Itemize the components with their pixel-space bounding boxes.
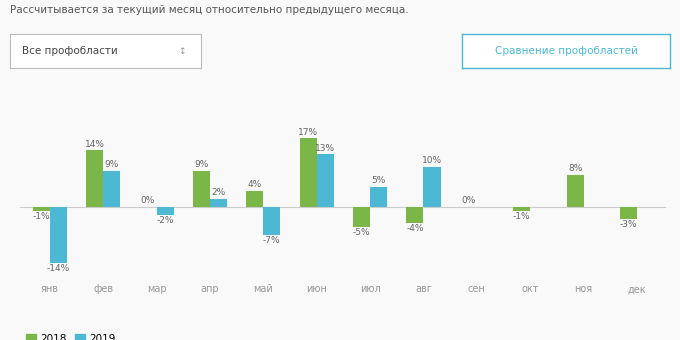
Bar: [370, 187, 387, 207]
Bar: [424, 167, 441, 207]
Text: Сравнение профобластей: Сравнение профобластей: [494, 46, 638, 56]
Text: 10%: 10%: [422, 156, 442, 165]
Text: 8%: 8%: [568, 164, 582, 173]
Text: 14%: 14%: [84, 140, 105, 149]
Text: 0%: 0%: [141, 196, 155, 205]
Text: 4%: 4%: [248, 180, 262, 189]
Bar: [246, 191, 263, 207]
Text: ↕: ↕: [177, 47, 186, 55]
Text: Рассчитывается за текущий месяц относительно предыдущего месяца.: Рассчитывается за текущий месяц относите…: [10, 5, 409, 15]
Text: -14%: -14%: [47, 265, 70, 273]
Text: 9%: 9%: [105, 160, 119, 169]
Bar: [50, 207, 67, 263]
Text: 13%: 13%: [316, 144, 335, 153]
Bar: [193, 171, 210, 207]
Text: Все профобласти: Все профобласти: [22, 46, 118, 56]
Bar: [86, 151, 103, 207]
Bar: [513, 207, 530, 210]
Bar: [103, 171, 120, 207]
Bar: [317, 154, 334, 207]
Text: -1%: -1%: [513, 212, 530, 221]
Text: -4%: -4%: [406, 224, 424, 233]
Bar: [156, 207, 173, 215]
Text: -7%: -7%: [263, 236, 281, 245]
Bar: [407, 207, 424, 223]
Bar: [210, 199, 227, 207]
Text: 5%: 5%: [371, 176, 386, 185]
Text: -1%: -1%: [33, 212, 50, 221]
Legend: 2018, 2019: 2018, 2019: [26, 334, 116, 340]
Text: -3%: -3%: [619, 220, 637, 229]
Text: 2%: 2%: [211, 188, 226, 197]
Text: 17%: 17%: [298, 128, 318, 137]
Bar: [300, 138, 317, 207]
Text: -2%: -2%: [156, 216, 174, 225]
Bar: [620, 207, 637, 219]
Bar: [263, 207, 280, 235]
Text: 9%: 9%: [194, 160, 209, 169]
Bar: [353, 207, 370, 227]
Text: -5%: -5%: [353, 228, 371, 237]
Bar: [33, 207, 50, 210]
Text: 0%: 0%: [461, 196, 475, 205]
Bar: [566, 174, 583, 207]
